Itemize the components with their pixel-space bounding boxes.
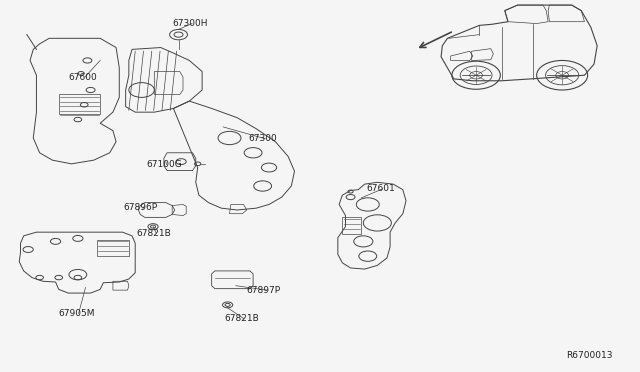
Text: 67897P: 67897P <box>246 286 281 295</box>
Text: 67821B: 67821B <box>136 229 172 238</box>
Text: 67600: 67600 <box>68 73 97 81</box>
Text: 67300H: 67300H <box>172 19 207 28</box>
Text: 67896P: 67896P <box>124 202 158 212</box>
Text: 67905M: 67905M <box>59 309 95 318</box>
Text: 67300: 67300 <box>248 134 277 143</box>
Text: 67601: 67601 <box>366 185 395 193</box>
Text: 67821B: 67821B <box>225 314 259 323</box>
Text: 67100G: 67100G <box>147 160 182 169</box>
Text: R6700013: R6700013 <box>566 350 613 359</box>
